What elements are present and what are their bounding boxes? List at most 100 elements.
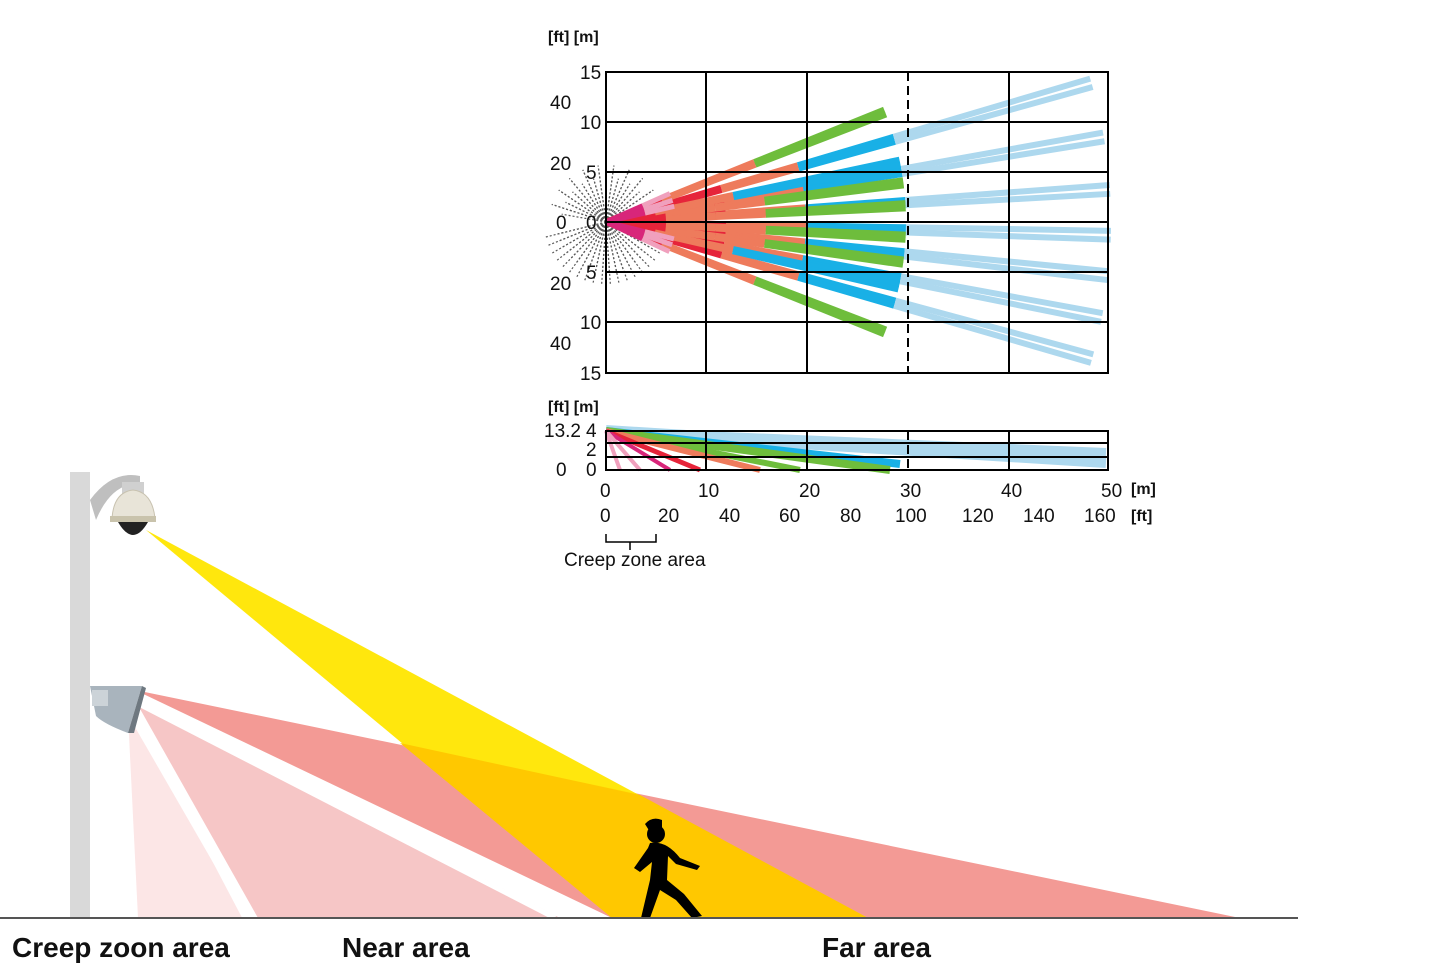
x-ft-tick: 100	[895, 506, 927, 527]
creep-zone-label: Creep zone area	[564, 550, 706, 571]
detection-beam	[753, 106, 886, 165]
detection-beam	[764, 182, 905, 206]
detection-beam	[903, 253, 1108, 284]
top-view-pattern: [ft] [m] 15 10 5 0 5 10 15	[544, 29, 1111, 385]
side-view-pattern: [ft] [m] 4 2 0 13.2 0	[544, 399, 1109, 481]
top-view-ft-ticks: 40 20 0 20 40	[550, 93, 571, 355]
side-view-frame	[605, 430, 1109, 471]
side-detection-beam	[604, 430, 622, 471]
detection-beam	[605, 210, 646, 225]
top-view-unit-label: [ft] [m]	[548, 29, 599, 46]
sensor-unit-icon	[90, 686, 146, 733]
detection-beam	[753, 279, 886, 338]
creep-fan-ray	[587, 221, 607, 271]
detection-beam	[644, 229, 675, 242]
creep-zone-fan	[544, 165, 668, 285]
creep-fan-ray	[572, 191, 607, 223]
x-axis: 0 10 20 30 40 50 [m] 0 20 40 60 80 100 1…	[564, 481, 1156, 571]
detection-beam	[715, 225, 766, 235]
creep-fan-ray	[592, 221, 607, 284]
detection-beam	[643, 232, 674, 248]
ft-tick: 40	[550, 93, 571, 114]
detection-beam	[641, 236, 671, 254]
m-tick: 0	[586, 213, 597, 234]
creep-fan-ray	[565, 201, 607, 223]
detection-beam	[805, 222, 907, 231]
detection-beam	[893, 302, 1092, 366]
x-m-unit: [m]	[1131, 481, 1156, 498]
x-ft-tick: 0	[600, 506, 611, 527]
detection-beam	[765, 200, 906, 215]
detection-beam	[643, 197, 674, 213]
side-detection-beam	[604, 429, 672, 472]
side-detection-beam	[605, 428, 761, 473]
x-ft-tick: 40	[719, 506, 740, 527]
detection-beam	[764, 239, 905, 263]
creep-fan-ray	[601, 221, 607, 285]
creep-fan-ray	[558, 189, 607, 223]
detection-beam	[899, 278, 1102, 325]
detection-beam	[901, 138, 1105, 177]
top-view-m-ticks: 15 10 5 0 5 10 15	[580, 63, 601, 385]
x-ft-tick: 160	[1084, 506, 1116, 527]
side-view-beams	[604, 425, 1107, 474]
creep-fan-ray	[597, 165, 607, 223]
creep-fan-ray	[547, 221, 607, 247]
creep-fan-ray	[544, 221, 607, 238]
ft-tick: 0	[556, 213, 567, 234]
near-area-label: Near area	[342, 932, 470, 963]
creep-fan-ray	[551, 203, 607, 223]
intruder-icon	[634, 818, 702, 918]
x-ft-tick: 80	[840, 506, 861, 527]
detection-beam	[731, 248, 899, 293]
creep-fan-ray	[605, 178, 619, 223]
detection-beam	[733, 161, 902, 201]
creep-area-label: Creep zoon area	[12, 932, 230, 963]
detection-beam	[720, 252, 799, 281]
creep-fan-ray	[558, 221, 607, 242]
x-m-tick: 20	[799, 481, 820, 502]
detection-beam	[904, 248, 1109, 275]
detection-beam	[644, 203, 675, 216]
creep-fan-ray	[561, 221, 607, 268]
detection-beam	[904, 182, 1110, 204]
detection-beam	[900, 273, 1104, 317]
ft-tick: 20	[550, 154, 571, 175]
detection-beam	[892, 75, 1092, 140]
creep-zone-bracket	[605, 534, 657, 550]
x-ft-tick: 60	[779, 506, 800, 527]
detection-beam	[665, 222, 716, 232]
detection-beam	[900, 129, 1104, 172]
m-tick: 15	[580, 63, 601, 84]
creep-fan-ray	[605, 221, 637, 278]
creep-fan-ray	[582, 169, 607, 223]
creep-fan-ray	[551, 221, 607, 255]
detection-beam	[765, 225, 906, 238]
detection-beam	[894, 84, 1094, 145]
x-ft-tick: 140	[1023, 506, 1055, 527]
detection-beam	[802, 255, 902, 280]
creep-fan-ray	[575, 221, 607, 278]
x-ft-tick: 20	[658, 506, 679, 527]
dome-camera-icon	[110, 482, 156, 535]
detection-beam	[660, 241, 710, 266]
creep-fan-ray	[568, 221, 607, 274]
top-view-grid	[605, 71, 1109, 374]
creep-fan-ray	[605, 177, 644, 223]
detection-beam	[660, 179, 710, 204]
detection-beam	[764, 177, 904, 203]
m-tick: 2	[586, 440, 597, 461]
creep-fan-ray	[605, 221, 651, 268]
x-m-tick: 40	[1001, 481, 1022, 502]
m-tick: 5	[586, 163, 597, 184]
detection-beam	[715, 211, 766, 221]
detection-beam	[796, 133, 895, 169]
creep-fan-ray	[593, 178, 607, 223]
x-m-tick: 50	[1101, 481, 1122, 502]
side-detection-beam	[605, 428, 701, 473]
detection-beam	[894, 297, 1095, 358]
detection-beam	[798, 271, 897, 304]
side-view-unit-label: [ft] [m]	[548, 399, 599, 416]
ft-tick: 13.2	[544, 421, 581, 442]
